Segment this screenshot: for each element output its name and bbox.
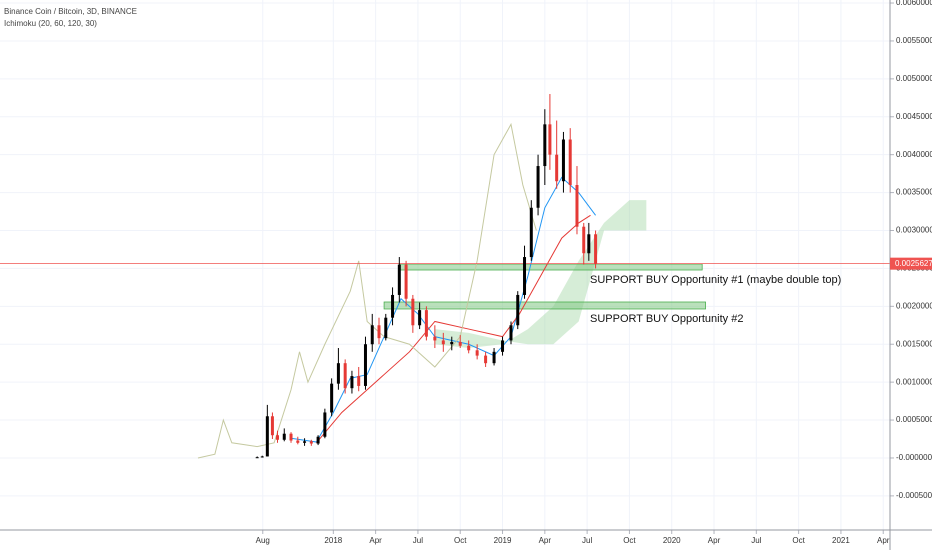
x-tick-label: Oct (623, 536, 636, 545)
candle-body (418, 310, 422, 326)
candle-body (450, 341, 454, 345)
indicator-line (197, 122, 537, 459)
candle-body (411, 298, 415, 326)
candle-body (568, 139, 572, 186)
candle-body (458, 341, 462, 346)
candle-body (587, 234, 591, 254)
x-tick-label: 2019 (494, 536, 512, 545)
last-price-label: 0.0025627 (895, 259, 932, 268)
y-tick-label: -0.0005000 (896, 491, 932, 500)
candle-body (509, 325, 513, 341)
y-tick-label: 0.0060000 (896, 0, 932, 7)
candle-body (433, 336, 437, 341)
candle-body (516, 294, 520, 326)
x-tick-label: Oct (792, 536, 805, 545)
support-zone (398, 263, 703, 271)
candle-body (467, 345, 471, 351)
candle-body (441, 340, 445, 345)
candle-body (404, 264, 408, 299)
candle-body (424, 310, 428, 337)
x-tick-label: Apr (539, 536, 552, 545)
candle-body (529, 207, 533, 258)
x-tick-label: Apr (708, 536, 721, 545)
candle-body (543, 124, 547, 167)
candle-body (523, 257, 527, 295)
x-tick-label: Oct (454, 536, 467, 545)
x-tick-label: Aug (256, 536, 270, 545)
candle-body (377, 325, 381, 339)
candle-body (484, 355, 488, 364)
candle-body (548, 124, 552, 155)
candle-body (575, 185, 579, 227)
candle-body (561, 139, 565, 182)
indicator-line (316, 214, 591, 444)
y-tick-label: 0.0020000 (896, 301, 932, 310)
candle-body (316, 436, 320, 444)
candle-body (384, 317, 388, 339)
indicator-label: Ichimoku (20, 60, 120, 30) (4, 19, 97, 28)
candle-body (275, 435, 279, 440)
candle-body (265, 416, 269, 457)
chart-title: Binance Coin / Bitcoin, 3D, BINANCE (4, 7, 137, 16)
candle-body (260, 456, 264, 458)
candle-body (282, 433, 286, 440)
y-tick-label: 0.0005000 (896, 415, 932, 424)
ichimoku-cloud (434, 200, 647, 349)
candle-body (270, 416, 274, 436)
plot (0, 94, 890, 459)
y-tick-label: 0.0015000 (896, 339, 932, 348)
y-tick-label: 0.0030000 (896, 226, 932, 235)
x-tick-label: Apr (369, 536, 382, 545)
x-tick-label: 2021 (832, 536, 850, 545)
candle-body (397, 264, 401, 295)
candle-body (363, 344, 367, 386)
candle-body (582, 226, 586, 254)
x-tick-label: 2018 (324, 536, 342, 545)
candle-body (555, 154, 559, 182)
candle-body (343, 363, 347, 389)
candle-body (350, 376, 354, 389)
last-price-box (890, 257, 932, 270)
candle-body (536, 166, 540, 208)
x-tick-label: 2020 (663, 536, 681, 545)
candle-body (357, 376, 361, 386)
zone-label: SUPPORT BUY Opportunity #2 (590, 313, 743, 325)
candle-body (303, 441, 307, 443)
candle-body (289, 433, 293, 441)
candle-body (501, 340, 505, 352)
candle-body (475, 350, 479, 356)
x-tick-label: Jul (751, 536, 761, 545)
candle-body (323, 412, 327, 437)
x-tick-label: Jul (582, 536, 592, 545)
candle-body (309, 441, 313, 444)
support-zone (383, 301, 706, 310)
x-tick-label: Apr (877, 536, 890, 545)
candle-body (330, 383, 334, 413)
candle-body (370, 325, 374, 345)
x-tick-label: Jul (413, 536, 423, 545)
candle-body (492, 351, 496, 364)
y-tick-label: 0.0035000 (896, 188, 932, 197)
candle-body (296, 440, 300, 443)
y-tick-label: 0.0045000 (896, 112, 932, 121)
candle-body (255, 457, 259, 459)
candle-body (594, 234, 598, 264)
y-tick-label: -0.0000000 (896, 453, 932, 462)
y-tick-label: 0.0055000 (896, 36, 932, 45)
y-tick-label: 0.0010000 (896, 377, 932, 386)
y-tick-label: 0.0050000 (896, 74, 932, 83)
candle-body (336, 363, 340, 384)
candle-body (391, 294, 395, 318)
y-tick-label: 0.0040000 (896, 150, 932, 159)
zone-label: SUPPORT BUY Opportunity #1 (maybe double… (590, 274, 841, 286)
